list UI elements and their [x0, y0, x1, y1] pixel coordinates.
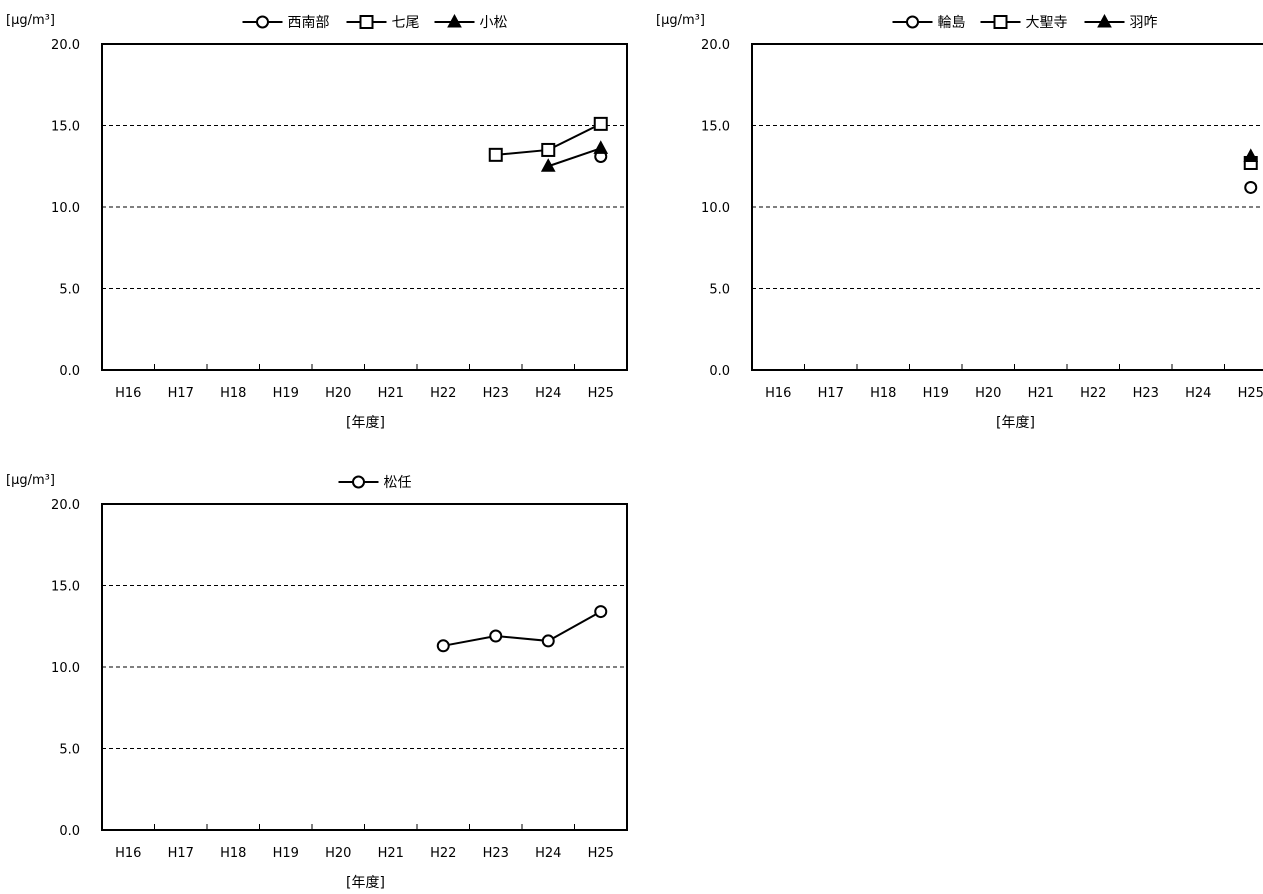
chart-svg: 0.0 5.0 10.0 15.0 20.0 H16 H17 H18 H19 H20 H21 H22 H… — [6, 473, 628, 891]
legend: 西南部 七尾 小松 — [242, 13, 508, 31]
legend-label: 羽咋 — [1130, 15, 1158, 31]
y-tick-label: 5.0 — [59, 283, 80, 298]
legend-label: 七尾 — [392, 15, 420, 31]
legend: 輪島 大聖寺 羽咋 — [892, 13, 1158, 31]
x-tick-label: H22 — [1080, 386, 1106, 401]
data-point — [541, 142, 556, 157]
x-axis-label: [年度] — [346, 415, 385, 430]
y-tick-label: 20.0 — [51, 498, 80, 513]
x-tick-label: H21 — [1028, 386, 1054, 401]
x-tick-label: H19 — [273, 846, 299, 861]
x-tick-label: H24 — [1185, 386, 1211, 401]
chart-svg: 0.0 5.0 10.0 15.0 20.0 H16 H17 H18 H19 H20 H21 H22 H… — [6, 13, 628, 431]
y-tick-label: 15.0 — [51, 580, 80, 595]
data-point — [593, 140, 609, 154]
legend-marker — [906, 15, 919, 29]
data-point — [1243, 148, 1259, 162]
x-tick-label: H23 — [1133, 386, 1159, 401]
x-tick-label: H17 — [818, 386, 844, 401]
y-tick-label: 20.0 — [51, 38, 80, 53]
series-line — [547, 147, 602, 168]
x-tick-label: H22 — [430, 846, 456, 861]
x-tick-label: H17 — [168, 846, 194, 861]
data-point — [540, 158, 556, 172]
y-tick-label: 10.0 — [701, 201, 730, 216]
y-tick-label: 10.0 — [51, 661, 80, 676]
y-tick-label: 0.0 — [59, 364, 80, 379]
chart-panel-1: 0.0 5.0 10.0 15.0 20.0 H16 H17 H18 H19 H20 H21 H22 H… — [0, 0, 640, 434]
y-tick-label: 5.0 — [709, 283, 730, 298]
legend: 松任 — [338, 475, 412, 491]
x-tick-label: H21 — [378, 846, 404, 861]
legend-marker — [352, 475, 365, 489]
data-point — [1244, 180, 1258, 194]
legend-marker — [1097, 13, 1112, 28]
x-tick-label: H19 — [923, 386, 949, 401]
y-tick-label: 5.0 — [59, 743, 80, 758]
y-tick-label: 0.0 — [709, 364, 730, 379]
x-tick-label: H25 — [1238, 386, 1263, 401]
x-tick-label: H25 — [588, 386, 614, 401]
chart-panel-3: 0.0 5.0 10.0 15.0 20.0 H16 H17 H18 H19 H20 H21 H22 H… — [0, 460, 640, 894]
series-3 — [1243, 148, 1259, 162]
data-point — [489, 629, 503, 643]
x-tick-label: H16 — [115, 846, 141, 861]
legend-marker — [359, 15, 374, 29]
x-tick-label: H24 — [535, 386, 561, 401]
x-axis-label: [年度] — [996, 415, 1035, 430]
legend-label: 西南部 — [288, 15, 330, 31]
series-1 — [1244, 180, 1258, 194]
y-tick-label: 20.0 — [701, 38, 730, 53]
x-tick-label: H18 — [220, 846, 246, 861]
y-axis-label: [μg/m³] — [6, 13, 55, 28]
x-tick-label: H24 — [535, 846, 561, 861]
series-1 — [436, 605, 608, 653]
legend-marker — [447, 13, 462, 28]
x-axis-label: [年度] — [346, 875, 385, 890]
y-tick-label: 10.0 — [51, 201, 80, 216]
series-3 — [540, 140, 609, 172]
x-tick-label: H23 — [483, 846, 509, 861]
chart-svg: 0.0 5.0 10.0 15.0 20.0 H16 H17 H18 H19 H20 H21 H22 H… — [656, 13, 1263, 431]
legend-marker — [993, 15, 1008, 29]
x-tick-label: H16 — [765, 386, 791, 401]
y-axis-label: [μg/m³] — [656, 13, 705, 28]
x-tick-label: H17 — [168, 386, 194, 401]
x-tick-label: H22 — [430, 386, 456, 401]
x-tick-label: H20 — [325, 846, 351, 861]
y-tick-label: 0.0 — [59, 824, 80, 839]
y-tick-label: 15.0 — [51, 120, 80, 135]
data-point — [436, 639, 450, 653]
legend-marker — [256, 15, 269, 29]
chart-panel-2: 0.0 5.0 10.0 15.0 20.0 H16 H17 H18 H19 H20 H21 H22 H… — [650, 0, 1263, 434]
x-tick-label: H25 — [588, 846, 614, 861]
legend-label: 松任 — [384, 475, 412, 491]
legend-label: 大聖寺 — [1026, 15, 1068, 31]
y-tick-label: 15.0 — [701, 120, 730, 135]
data-point — [593, 116, 608, 131]
x-tick-label: H21 — [378, 386, 404, 401]
legend-label: 小松 — [480, 15, 508, 31]
x-tick-label: H18 — [220, 386, 246, 401]
x-tick-label: H19 — [273, 386, 299, 401]
series-line — [443, 610, 602, 647]
data-point — [594, 605, 608, 619]
x-tick-label: H20 — [975, 386, 1001, 401]
legend-label: 輪島 — [938, 14, 966, 31]
x-tick-label: H16 — [115, 386, 141, 401]
data-point — [488, 147, 503, 162]
data-point — [541, 634, 555, 648]
series-2 — [488, 116, 608, 162]
x-tick-label: H20 — [325, 386, 351, 401]
x-tick-label: H23 — [483, 386, 509, 401]
x-tick-label: H18 — [870, 386, 896, 401]
y-axis-label: [μg/m³] — [6, 473, 55, 488]
